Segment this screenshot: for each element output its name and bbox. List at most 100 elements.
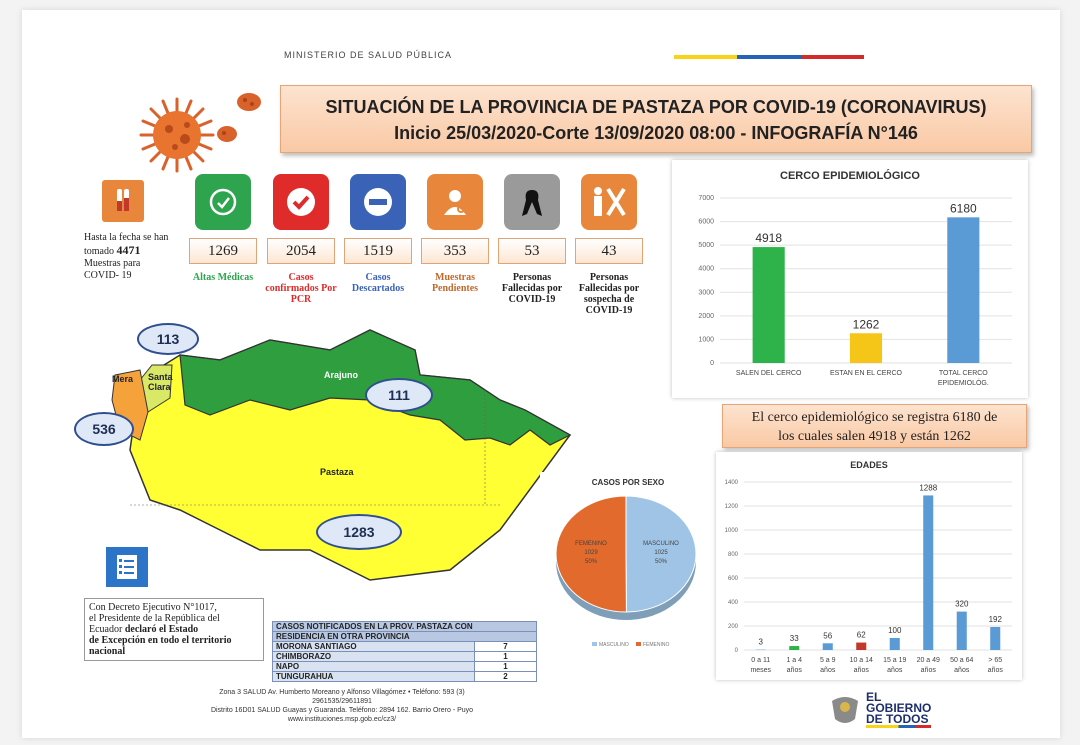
gov-logo-line: GOBIERNO — [866, 701, 932, 715]
flag-bar — [674, 55, 864, 59]
map-label-pastaza: Pastaza — [320, 467, 354, 477]
virus-icon — [237, 93, 261, 111]
legend-label: FEMENINO — [643, 642, 670, 648]
decree-text: Con Decreto Ejecutivo N°1017, — [89, 602, 217, 613]
data-label: 4918 — [755, 231, 782, 245]
slice-label: MASCULINO — [643, 541, 679, 547]
x-tick-label: años — [854, 667, 870, 674]
gov-logo-line: DE TODOS — [866, 713, 932, 728]
y-tick-label: 1000 — [725, 528, 739, 534]
legend-label: MASCULINO — [599, 642, 629, 648]
province-count: 7 — [474, 641, 537, 652]
title-line-1: SITUACIÓN DE LA PROVINCIA DE PASTAZA POR… — [325, 97, 987, 117]
virus-icon — [217, 126, 237, 142]
x-tick-label: años — [988, 667, 1004, 674]
recovery-icon — [195, 174, 251, 230]
province-count: 1 — [474, 651, 537, 662]
x-tick-label: > 65 — [988, 657, 1002, 664]
gov-logo-text: EL GOBIERNO DE TODOS — [866, 690, 932, 728]
ministry-name: MINISTERIO DE SALUD PÚBLICA — [284, 50, 453, 60]
pie-slice — [625, 495, 697, 613]
decree-note: Con Decreto Ejecutivo N°1017, el Preside… — [84, 598, 264, 661]
table-header: CASOS NOTIFICADOS EN LA PROV. PASTAZA CO… — [272, 621, 537, 632]
y-tick-label: 1400 — [725, 480, 739, 486]
stat-pendientes: 353 Muestras Pendientes — [419, 174, 491, 294]
data-label: 100 — [888, 626, 902, 635]
mourning-ribbon-icon — [504, 174, 560, 230]
samples-text: Muestras para — [84, 258, 141, 269]
samples-text: tomado — [84, 246, 114, 257]
x-tick-label: 50 a 64 — [950, 657, 973, 664]
pie-slice — [555, 495, 627, 613]
decree-text: Ecuador — [89, 624, 123, 635]
other-province-table: CASOS NOTIFICADOS EN LA PROV. PASTAZA CO… — [272, 621, 537, 682]
stat-confirmados: 2054 Casos confirmados Por PCR — [265, 174, 337, 305]
table-row: TUNGURAHUA 2 — [272, 671, 537, 682]
count-pastaza: 1283 — [316, 514, 402, 550]
map-label-arajuno: Arajuno — [324, 370, 359, 380]
data-label: 33 — [790, 634, 799, 643]
count-santa-clara: 113 — [137, 323, 199, 355]
title-line-2: Inicio 25/03/2020-Corte 13/09/2020 08:00… — [394, 123, 918, 143]
stat-value: 1519 — [344, 238, 412, 264]
decree-text-bold: declaró el Estado — [124, 624, 199, 635]
virus-icon — [139, 97, 215, 173]
infographic-sheet: MINISTERIO DE SALUD PÚBLICA SITUACIÓN DE… — [22, 10, 1060, 738]
bar — [822, 643, 833, 650]
decree-text-bold: nacional — [89, 646, 126, 657]
stat-value: 353 — [421, 238, 489, 264]
x-tick-label: años — [954, 667, 970, 674]
chart-title: CERCO EPIDEMIOLÓGICO — [780, 170, 920, 182]
stat-altas-medicas: 1269 Altas Médicas — [187, 174, 259, 283]
stat-descartados: 1519 Casos Descartados — [342, 174, 414, 294]
stat-label: Muestras Pendientes — [431, 272, 479, 294]
province-name: TUNGURAHUA — [272, 671, 475, 682]
province-name: MORONA SANTIAGO — [272, 641, 475, 652]
slice-percent: 50% — [655, 559, 668, 565]
samples-text: COVID- 19 — [84, 270, 132, 281]
stat-label: Casos confirmados Por PCR — [265, 272, 337, 305]
x-tick-label: TOTAL CERCO — [939, 370, 988, 377]
stat-label: Altas Médicas — [192, 272, 254, 283]
x-tick-label: 1 a 4 — [786, 657, 802, 664]
footer-link[interactable]: www.instituciones.msp.gob.ec/cz3/ — [287, 716, 397, 723]
map-label-santa-clara: Santa Clara — [148, 372, 173, 392]
y-tick-label: 400 — [728, 600, 739, 606]
y-tick-label: 7000 — [698, 195, 714, 202]
decree-text: Ecuador declaró el Estado — [89, 624, 259, 635]
table-row: CHIMBORAZO 1 — [272, 651, 537, 662]
doctor-icon — [427, 174, 483, 230]
data-label: 320 — [955, 600, 969, 609]
x-tick-label: SALEN DEL CERCO — [736, 370, 802, 377]
test-tube-icon — [102, 180, 144, 222]
bar — [947, 217, 980, 363]
coat-of-arms-icon — [832, 697, 858, 723]
count-arajuno: 111 — [365, 378, 433, 412]
y-tick-label: 0 — [735, 648, 739, 654]
legend-swatch — [636, 642, 641, 646]
bar — [856, 642, 867, 650]
footer-text: Distrito 16D01 SALUD Guayas y Guaranda. … — [210, 707, 474, 714]
samples-count: 4471 — [116, 243, 141, 257]
chart-title: EDADES — [850, 460, 888, 470]
y-tick-label: 4000 — [698, 266, 714, 273]
table-header: RESIDENCIA EN OTRA PROVINCIA — [272, 631, 537, 642]
minus-icon — [350, 174, 406, 230]
x-tick-label: años — [787, 667, 803, 674]
table-row: NAPO 1 — [272, 661, 537, 672]
slice-value: 1025 — [654, 550, 668, 556]
y-tick-label: 1200 — [725, 504, 739, 510]
title-banner: SITUACIÓN DE LA PROVINCIA DE PASTAZA POR… — [280, 85, 1032, 153]
province-count: 2 — [474, 671, 537, 682]
footer-text: 2961535/29611891 — [312, 698, 372, 705]
gov-logo-line: EL — [866, 690, 882, 704]
x-tick-label: EPIDEMIOLÓG. — [938, 378, 989, 387]
stat-label: Casos Descartados — [351, 272, 405, 294]
flag-blue — [737, 55, 801, 59]
sex-pie-chart: MASCULINO 1025 50% FEMENINO 1029 50% MASCULINO… — [555, 495, 697, 648]
samples-text: Hasta la fecha se han — [84, 232, 169, 243]
flag-red — [800, 55, 864, 59]
samples-text: tomado 4471 — [84, 244, 194, 258]
stat-value: 2054 — [267, 238, 335, 264]
legend-swatch — [592, 642, 597, 646]
